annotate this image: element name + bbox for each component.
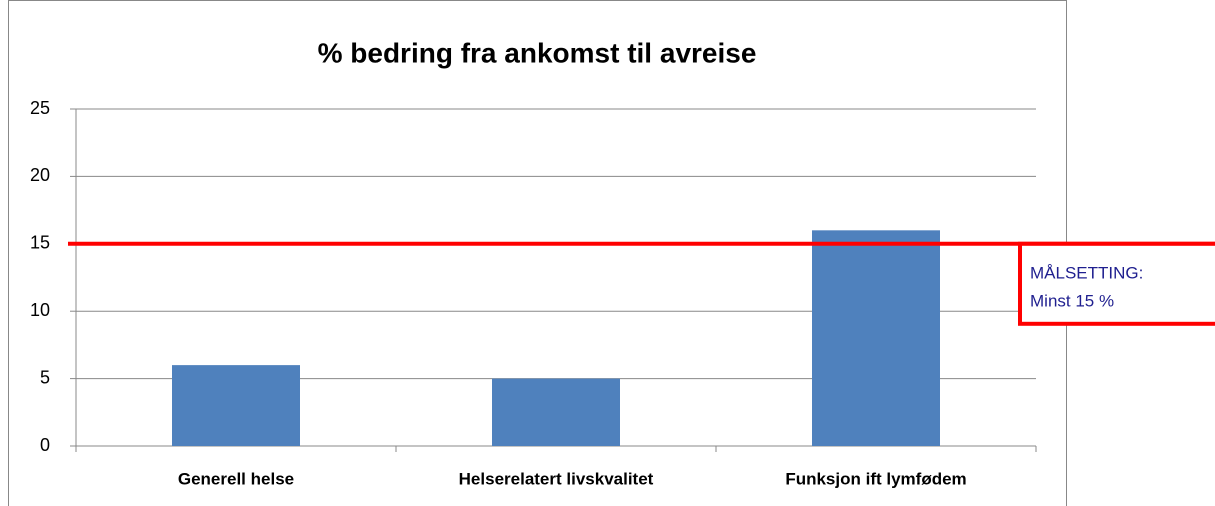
y-tick-label: 20	[30, 165, 50, 185]
bar	[172, 365, 300, 446]
chart-title: % bedring fra ankomst til avreise	[318, 37, 757, 68]
x-tick-label: Generell helse	[178, 469, 294, 488]
annotation-text: Minst 15 %	[1030, 291, 1114, 310]
y-tick-label: 5	[40, 367, 50, 387]
bar	[812, 230, 940, 446]
x-tick-label: Funksjon ift lymfødem	[785, 469, 966, 488]
annotation-box	[1018, 241, 1215, 326]
y-tick-label: 25	[30, 98, 50, 118]
y-tick-label: 15	[30, 233, 50, 253]
y-tick-label: 10	[30, 300, 50, 320]
bar	[492, 378, 620, 446]
x-tick-label: Helserelatert livskvalitet	[459, 469, 654, 488]
annotation-text: MÅLSETTING:	[1030, 263, 1143, 282]
y-tick-label: 0	[40, 435, 50, 455]
